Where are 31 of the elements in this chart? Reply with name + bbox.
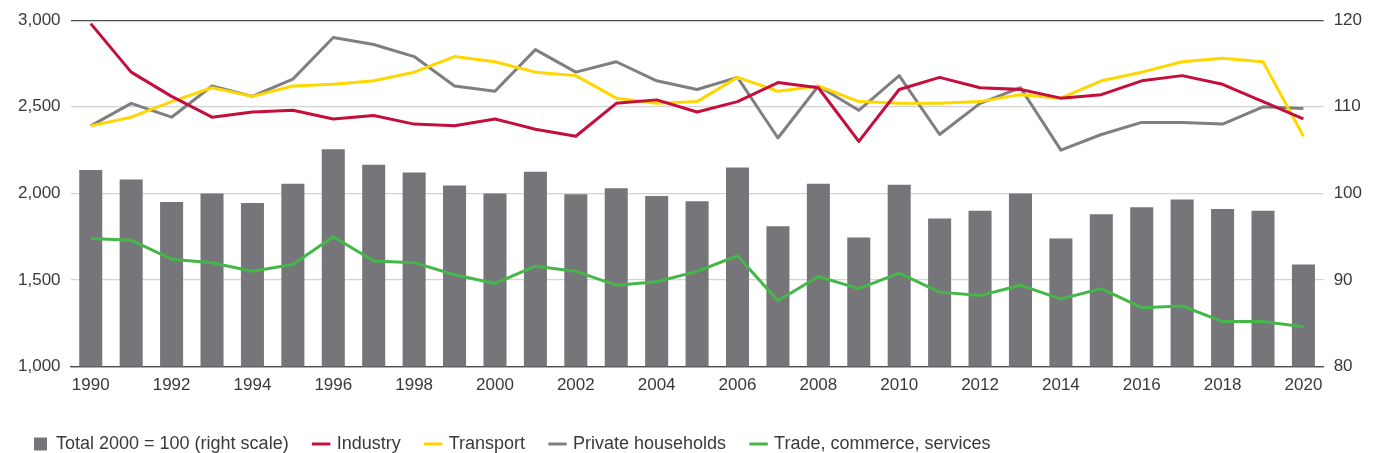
x-tick-label: 1994 <box>233 375 272 395</box>
y2-tick-label: 120 <box>1333 9 1363 29</box>
x-tick-label: 2014 <box>1041 375 1080 395</box>
y-tick-label: 2,000 <box>17 183 61 203</box>
x-tick-label: 2012 <box>961 375 999 395</box>
x-tick-label: 2008 <box>799 375 838 395</box>
y2-tick-label: 110 <box>1333 96 1361 116</box>
x-tick-label: 2010 <box>880 375 919 395</box>
y2-tick-label: 90 <box>1333 269 1353 289</box>
y2-tick-label: 100 <box>1333 183 1363 203</box>
x-tick-label: 2006 <box>718 375 757 395</box>
legend-label: Total 2000 = 100 (right scale) <box>56 432 289 453</box>
x-tick-label: 2016 <box>1122 375 1161 395</box>
y-tick-label: 1,000 <box>17 356 61 376</box>
x-tick-label: 1992 <box>152 375 191 395</box>
legend-label: Industry <box>336 432 401 453</box>
x-tick-label: 2000 <box>476 375 514 395</box>
x-tick-label: 2020 <box>1284 375 1323 395</box>
x-tick-label: 1996 <box>314 375 353 395</box>
y2-tick-label: 80 <box>1333 356 1353 376</box>
x-tick-label: 2002 <box>556 375 595 395</box>
legend-label: Private households <box>573 432 727 453</box>
legend-label: Trade, commerce, services <box>774 432 991 453</box>
x-tick-label: 2004 <box>637 375 676 395</box>
y-tick-label: 3,000 <box>17 9 61 29</box>
x-tick-label: 1998 <box>395 375 434 395</box>
x-tick-label: 2018 <box>1203 375 1242 395</box>
y-tick-label: 2,500 <box>17 96 61 116</box>
legend-label: Transport <box>448 432 526 453</box>
x-tick-label: 1990 <box>71 375 110 395</box>
y-tick-label: 1,500 <box>17 269 61 289</box>
